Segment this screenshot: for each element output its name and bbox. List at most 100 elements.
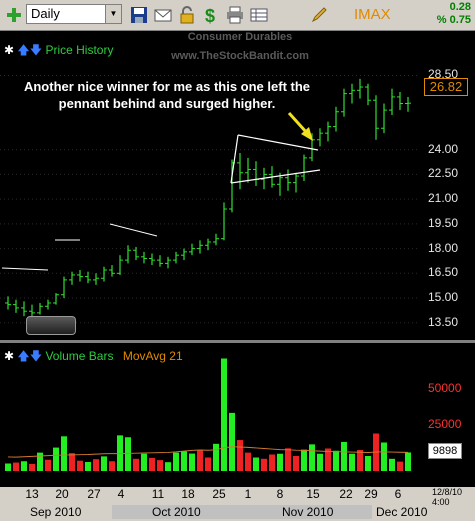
price-bar [365,83,371,106]
price-bar [13,299,19,313]
volume-bar [13,462,19,471]
price-bar [341,88,347,117]
volume-bar [309,444,315,471]
x-axis[interactable]: 13 20 27 4 11 18 25 1 8 15 22 29 6 Sep 2010 Oct 2010… [0,487,475,521]
volume-bar [181,451,187,471]
trendline [230,134,239,184]
price-bar [333,106,339,132]
arrow-up-icon[interactable]: 🡅 [17,349,30,363]
volume-bar [141,453,147,471]
volume-bar [381,442,387,471]
trendline [109,223,158,237]
right-axis-panel [420,31,475,487]
volume-bar [69,453,75,471]
day-tick: 4 [117,487,125,501]
price-bar [349,83,355,104]
volume-bar [205,457,211,471]
volume-bar [101,456,107,471]
settings-icon[interactable]: ✱ [4,349,15,363]
pencil-icon[interactable] [310,6,328,24]
volume-bar [293,456,299,471]
volume-bar [405,452,411,471]
price-bar [53,293,59,305]
chevron-down-icon[interactable]: ▼ [105,5,121,23]
day-tick: 22 [339,487,353,501]
price-bar [173,251,179,264]
price-bar [101,266,107,282]
volume-bar [109,461,115,471]
price-bar [109,265,115,277]
volume-bar [125,437,131,471]
day-tick: 8 [276,487,284,501]
month-label: Nov 2010 [282,505,334,519]
price-bar [21,301,27,317]
price-bar [245,157,251,183]
volume-bar [85,462,91,471]
price-bar [213,233,219,246]
price-legend-label: Price History [45,43,114,57]
save-icon[interactable] [130,6,148,24]
day-tick: 13 [25,487,39,501]
day-tick: 18 [181,487,195,501]
trendline [230,169,321,184]
volume-bar [173,452,179,471]
volume-bar [5,463,11,471]
annotation-arrow [287,111,313,141]
site-watermark: www.TheStockBandit.com [171,50,309,62]
dollar-icon[interactable]: $ [202,6,220,24]
lock-icon[interactable] [178,6,196,24]
price-bar [277,172,283,196]
arrow-down-icon[interactable]: 🡇 [29,349,43,363]
price-y-tick: 24.00 [428,141,459,156]
price-bar [389,88,395,116]
volume-bar [397,461,403,471]
trendline [237,134,319,151]
price-bar [5,296,11,310]
panel-separator[interactable] [0,340,475,343]
ma-legend-label: MovAvg 21 [122,349,183,363]
volume-bar [357,450,363,471]
arrow-down-icon[interactable]: 🡇 [29,43,43,57]
day-tick: 27 [87,487,101,501]
volume-bar [197,450,203,471]
price-y-tick: 19.50 [428,215,459,230]
quote-change: 0.28 % 0.75 [437,1,471,27]
price-bar [205,238,211,251]
period-select[interactable]: Daily ▼ [26,4,122,24]
email-icon[interactable] [154,6,172,24]
table-icon[interactable] [250,6,268,24]
price-y-tick: 21.00 [428,191,459,206]
price-bar [29,304,35,318]
symbol-label: IMAX [354,6,391,23]
print-icon[interactable] [226,6,244,24]
toggle-pill-button[interactable] [26,316,76,335]
scroll-thumb[interactable] [112,505,372,519]
price-bar [181,248,187,261]
price-bar [157,255,163,267]
price-volume-chart[interactable] [0,31,475,487]
arrow-up-icon[interactable]: 🡅 [17,43,30,57]
price-bar [381,103,387,134]
volume-bar [341,441,347,471]
price-bar [405,96,411,112]
trendlines [1,134,321,271]
volume-bar [61,436,67,471]
chart-area [0,31,475,487]
trendline [1,267,49,271]
price-y-tick: 15.00 [428,290,459,305]
volume-bar [389,458,395,471]
price-bar [221,202,227,241]
current-volume-badge: 9898 [428,443,462,459]
price-bar [45,299,51,310]
plus-icon[interactable] [6,7,22,23]
volume-bar [157,460,163,471]
price-bar [197,240,203,254]
volume-bar [349,453,355,471]
price-y-tick: 13.50 [428,314,459,329]
volume-y-tick: 25000 [428,417,462,431]
day-tick: 1 [244,487,252,501]
volume-bar [53,447,59,471]
settings-icon[interactable]: ✱ [4,43,15,57]
volume-bar [253,457,259,471]
price-bar [93,273,99,285]
